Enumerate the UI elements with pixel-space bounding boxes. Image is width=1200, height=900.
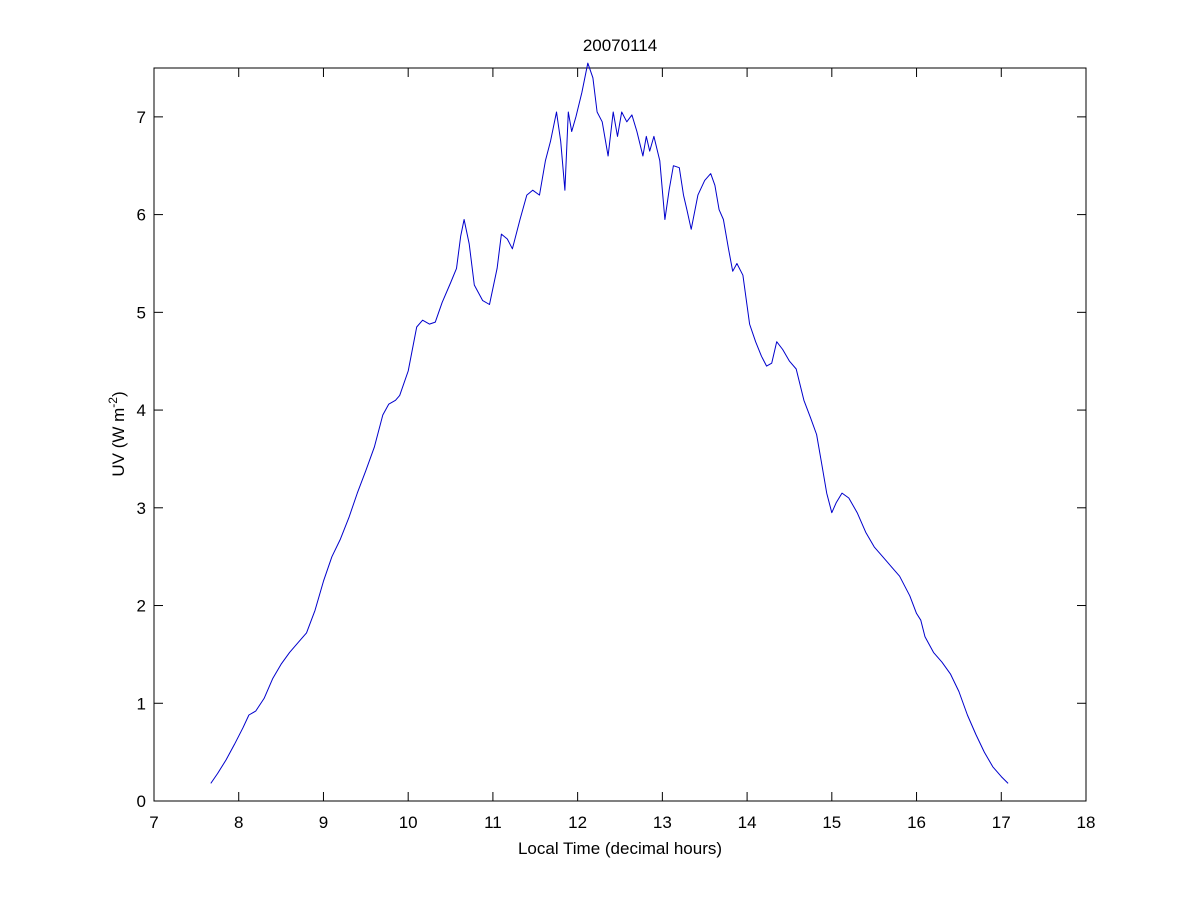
y-tick-label: 6 [137,206,146,225]
y-axis-label-superscript: -2 [106,397,120,408]
y-tick-label: 7 [137,108,146,127]
x-tick-label: 8 [234,813,243,832]
y-axis-label-prefix: UV (W m [109,408,128,477]
y-tick-label: 0 [137,792,146,811]
x-tick-label: 10 [399,813,418,832]
x-tick-label: 7 [149,813,158,832]
y-tick-label: 3 [137,499,146,518]
x-axis: 7 8 9 10 11 12 13 14 15 16 17 18 [149,68,1095,832]
x-tick-label: 11 [484,813,502,832]
x-tick-label: 15 [822,813,841,832]
x-tick-label: 17 [992,813,1011,832]
uv-series-line [210,62,1009,784]
x-tick-label: 9 [319,813,328,832]
x-tick-label: 14 [738,813,757,832]
y-axis-label-suffix: ) [109,391,128,397]
x-tick-label: 16 [907,813,926,832]
x-tick-label: 18 [1077,813,1096,832]
y-tick-label: 5 [137,303,146,322]
x-tick-label: 12 [568,813,587,832]
y-tick-label: 1 [137,694,146,713]
series-layer [210,62,1009,784]
x-axis-label: Local Time (decimal hours) [518,839,722,858]
plot-area [153,67,1087,802]
y-axis-label: UV (W m-2) [106,391,128,476]
y-tick-label: 2 [137,597,146,616]
y-axis: 0 1 2 3 4 5 6 7 [137,108,1086,811]
chart-title: 20070114 [583,36,657,55]
x-tick-label: 13 [653,813,672,832]
y-tick-label: 4 [137,401,146,420]
